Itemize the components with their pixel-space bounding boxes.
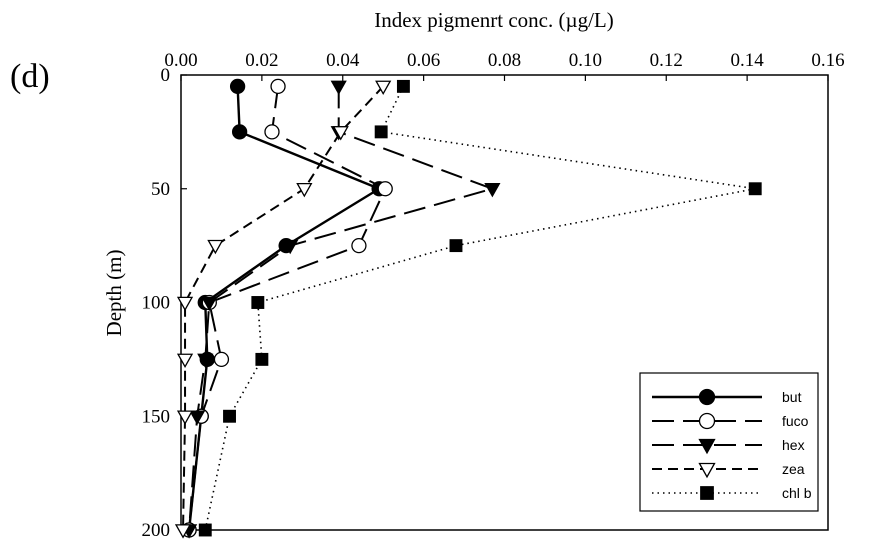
- series-chl-b: [198, 79, 762, 537]
- series-line: [188, 86, 496, 531]
- legend-label: chl b: [782, 485, 812, 501]
- y-tick-label: 50: [151, 179, 170, 200]
- series-hex: [180, 80, 501, 539]
- data-point: [197, 353, 214, 369]
- series-line: [187, 86, 382, 531]
- legend-marker: [698, 388, 716, 406]
- x-tick-label: 0.12: [650, 50, 683, 71]
- data-point: [251, 296, 265, 309]
- x-tick-label: 0.08: [488, 50, 521, 71]
- data-point: [375, 80, 392, 96]
- legend-marker: [698, 462, 716, 479]
- x-tick-label: 0.00: [164, 50, 197, 71]
- data-point: [198, 523, 212, 537]
- data-point: [176, 296, 194, 312]
- series-line: [182, 85, 384, 531]
- data-point: [484, 182, 501, 198]
- panel-label: (d): [10, 58, 50, 95]
- series-line: [204, 86, 756, 531]
- data-point: [201, 296, 218, 312]
- data-point: [270, 78, 286, 95]
- data-point: [174, 524, 192, 539]
- legend-marker: [698, 412, 716, 430]
- y-tick-label: 150: [142, 406, 171, 427]
- x-tick-label: 0.06: [407, 50, 440, 71]
- data-point: [332, 126, 349, 141]
- series-layer: [174, 78, 762, 539]
- data-point: [189, 410, 206, 425]
- x-tick-label: 0.10: [569, 50, 602, 71]
- series-zea: [174, 80, 392, 539]
- x-tick-label: 0.14: [731, 50, 765, 71]
- data-point: [377, 181, 393, 197]
- data-point: [255, 352, 269, 366]
- data-point: [229, 78, 246, 95]
- series-fuco: [181, 78, 393, 538]
- x-tick-label: 0.16: [811, 50, 844, 71]
- legend-label: but: [782, 389, 802, 405]
- data-point: [264, 124, 280, 140]
- legend-label: zea: [782, 461, 805, 477]
- data-point: [330, 80, 347, 96]
- y-axis-label: Depth (m): [102, 250, 126, 337]
- data-point: [351, 237, 367, 254]
- data-point: [374, 125, 388, 139]
- data-point: [296, 182, 313, 198]
- data-point: [396, 79, 410, 93]
- data-point: [449, 239, 463, 253]
- legend-marker: [700, 486, 714, 500]
- legend: but fuco hex zea chl b: [639, 372, 819, 512]
- y-axis-ticks: 0 50 100 150 200: [142, 65, 187, 540]
- legend-label: fuco: [782, 413, 809, 429]
- y-tick-label: 0: [161, 65, 171, 86]
- y-tick-label: 200: [142, 520, 171, 540]
- x-axis-label: Index pigmenrt conc. (µg/L): [374, 8, 614, 32]
- data-point: [213, 351, 230, 368]
- x-axis-ticks: 0.00 0.02 0.04 0.06 0.08 0.10 0.12 0.14 0.16: [164, 50, 845, 81]
- legend-label: hex: [782, 437, 805, 453]
- x-tick-label: 0.04: [326, 50, 360, 71]
- y-tick-label: 100: [142, 293, 171, 314]
- data-point: [231, 124, 248, 140]
- series-line: [188, 86, 387, 531]
- data-point: [748, 182, 762, 196]
- data-point: [176, 353, 194, 369]
- legend-marker: [698, 438, 716, 455]
- data-point: [207, 239, 224, 255]
- data-point: [176, 410, 194, 425]
- data-point: [282, 239, 299, 255]
- data-point: [223, 409, 236, 423]
- x-tick-label: 0.02: [245, 50, 278, 71]
